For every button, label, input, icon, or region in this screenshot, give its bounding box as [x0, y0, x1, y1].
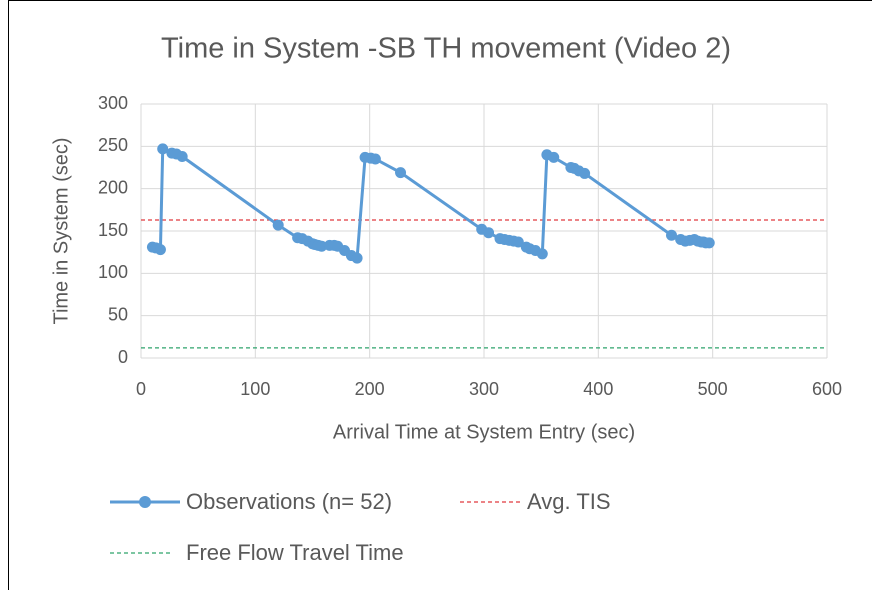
data-point	[176, 150, 188, 162]
data-point	[483, 227, 495, 239]
data-point	[579, 167, 591, 179]
y-tick-label: 150	[98, 220, 128, 240]
x-tick-label: 100	[240, 379, 270, 399]
y-tick-label: 250	[98, 135, 128, 155]
legend-label: Observations (n= 52)	[186, 489, 392, 514]
legend-label: Avg. TIS	[527, 489, 611, 514]
y-tick-label: 0	[118, 347, 128, 367]
y-tick-label: 200	[98, 177, 128, 197]
data-point	[666, 229, 678, 241]
x-tick-label: 600	[812, 379, 842, 399]
data-point	[536, 248, 548, 260]
data-point	[512, 236, 524, 248]
y-tick-label: 100	[98, 262, 128, 282]
legend-label: Free Flow Travel Time	[186, 540, 404, 565]
data-point	[351, 252, 363, 264]
x-tick-label: 300	[469, 379, 499, 399]
data-point	[395, 167, 407, 179]
y-tick-label: 300	[98, 93, 128, 113]
x-tick-label: 0	[136, 379, 146, 399]
x-tick-label: 200	[355, 379, 385, 399]
data-point	[548, 151, 560, 163]
data-point	[272, 219, 284, 231]
chart-border	[8, 0, 872, 590]
x-tick-label: 500	[698, 379, 728, 399]
data-point	[157, 143, 169, 155]
series-line	[152, 146, 710, 261]
x-tick-label: 400	[583, 379, 613, 399]
y-tick-label: 50	[108, 304, 128, 324]
data-point	[154, 244, 166, 256]
y-axis-title: Time in System (sec)	[50, 137, 72, 324]
legend-marker	[139, 496, 151, 508]
data-point	[316, 240, 328, 252]
data-point	[369, 153, 381, 165]
data-point	[703, 237, 715, 249]
chart-title: Time in System -SB TH movement (Video 2)	[161, 33, 731, 65]
x-axis-title: Arrival Time at System Entry (sec)	[333, 421, 635, 443]
